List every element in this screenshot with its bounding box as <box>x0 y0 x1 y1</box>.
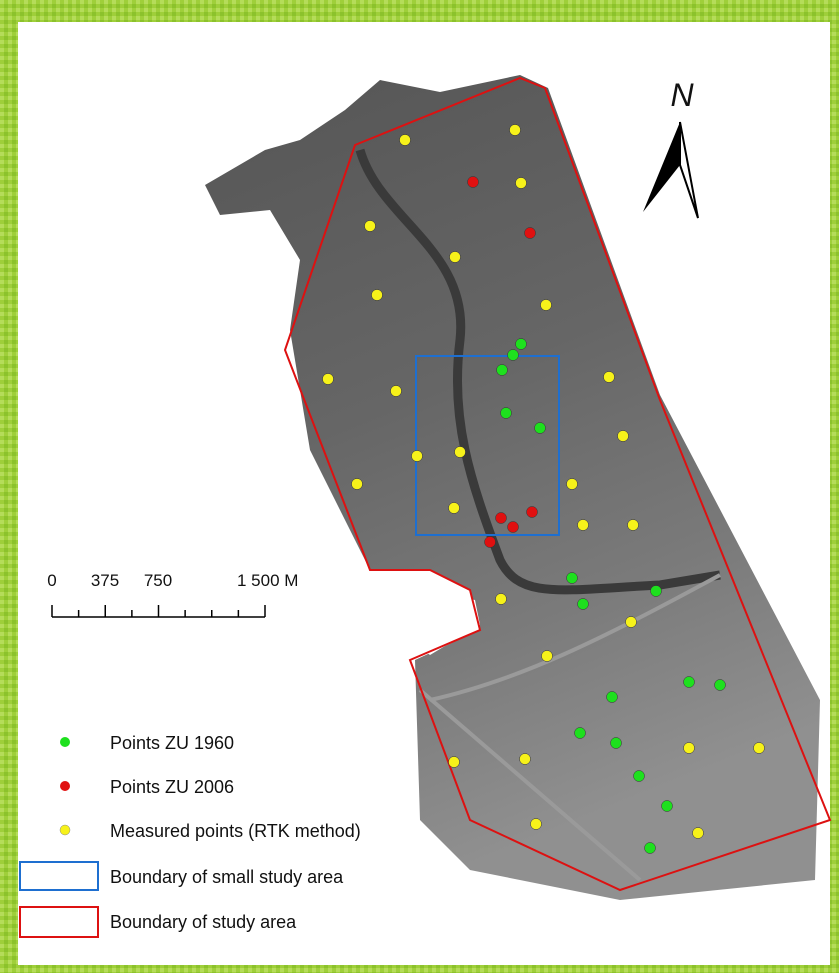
legend-symbol <box>60 737 70 747</box>
point-zu-2006 <box>468 177 479 188</box>
point-zu-1960 <box>497 365 508 376</box>
page: N 0 375 750 1 500 M Points ZU 1960 Point… <box>0 0 839 978</box>
measured-point <box>449 503 460 514</box>
measured-point <box>449 757 460 768</box>
measured-point <box>450 252 461 263</box>
legend-symbol <box>60 825 70 835</box>
legend-symbol <box>60 781 70 791</box>
legend-label: Boundary of study area <box>110 912 297 932</box>
measured-point <box>496 594 507 605</box>
point-zu-1960 <box>684 677 695 688</box>
point-zu-1960 <box>516 339 527 350</box>
point-zu-1960 <box>535 423 546 434</box>
point-zu-1960 <box>501 408 512 419</box>
scale-label: 375 <box>91 571 119 590</box>
measured-point <box>455 447 466 458</box>
legend-label: Boundary of small study area <box>110 867 344 887</box>
legend-label: Points ZU 2006 <box>110 777 234 797</box>
point-zu-1960 <box>607 692 618 703</box>
point-zu-2006 <box>496 513 507 524</box>
legend-label: Measured points (RTK method) <box>110 821 361 841</box>
scale-label: 1 500 M <box>237 571 298 590</box>
north-label: N <box>670 77 694 113</box>
measured-point <box>578 520 589 531</box>
point-zu-1960 <box>645 843 656 854</box>
point-zu-1960 <box>715 680 726 691</box>
measured-point <box>754 743 765 754</box>
measured-point <box>693 828 704 839</box>
scale-label: 750 <box>144 571 172 590</box>
point-zu-1960 <box>567 573 578 584</box>
point-zu-2006 <box>527 507 538 518</box>
measured-point <box>684 743 695 754</box>
point-zu-2006 <box>525 228 536 239</box>
measured-point <box>352 479 363 490</box>
measured-point <box>323 374 334 385</box>
measured-point <box>531 819 542 830</box>
measured-point <box>391 386 402 397</box>
point-zu-1960 <box>578 599 589 610</box>
measured-point <box>626 617 637 628</box>
measured-point <box>520 754 531 765</box>
measured-point <box>400 135 411 146</box>
point-zu-2006 <box>485 537 496 548</box>
point-zu-1960 <box>634 771 645 782</box>
measured-point <box>516 178 527 189</box>
map: N 0 375 750 1 500 M Points ZU 1960 Point… <box>0 0 839 973</box>
measured-point <box>541 300 552 311</box>
point-zu-1960 <box>651 586 662 597</box>
measured-point <box>542 651 553 662</box>
measured-point <box>604 372 615 383</box>
measured-point <box>510 125 521 136</box>
measured-point <box>365 221 376 232</box>
measured-point <box>412 451 423 462</box>
point-zu-1960 <box>662 801 673 812</box>
measured-point <box>618 431 629 442</box>
measured-point <box>628 520 639 531</box>
point-zu-1960 <box>611 738 622 749</box>
legend-label: Points ZU 1960 <box>110 733 234 753</box>
point-zu-1960 <box>508 350 519 361</box>
measured-point <box>372 290 383 301</box>
point-zu-1960 <box>575 728 586 739</box>
point-zu-2006 <box>508 522 519 533</box>
measured-point <box>567 479 578 490</box>
scale-label: 0 <box>47 571 56 590</box>
